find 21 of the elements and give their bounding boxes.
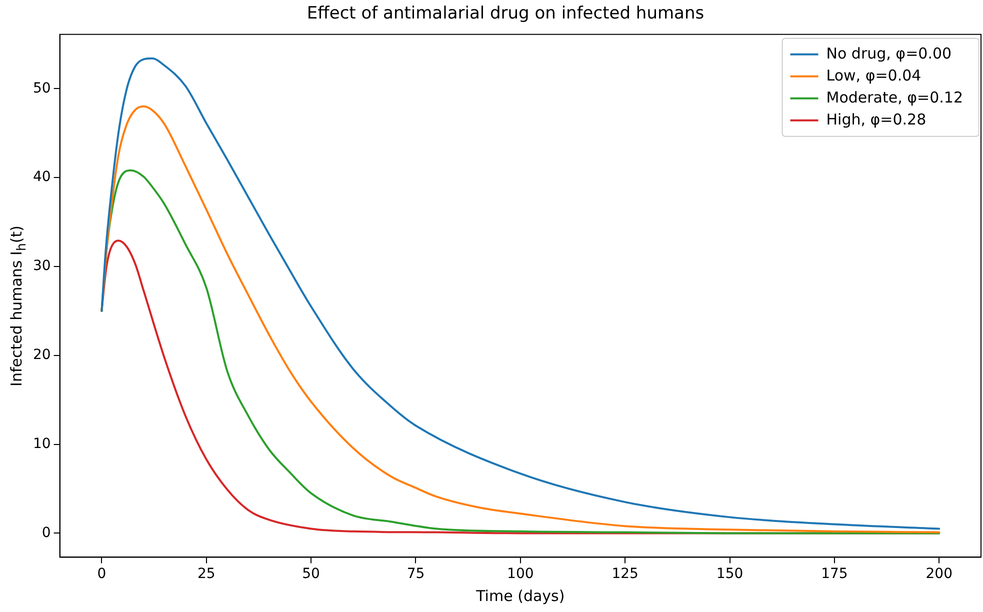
legend-label: High, φ=0.28 (826, 110, 926, 128)
x-tick-label: 75 (406, 566, 425, 582)
x-axis-title: Time (days) (475, 586, 565, 605)
x-tick-label: 175 (821, 566, 848, 582)
chart-title: Effect of antimalarial drug on infected humans (306, 4, 704, 24)
legend-label: No drug, φ=0.00 (826, 44, 952, 62)
y-tick-label: 50 (32, 80, 51, 96)
x-tick-label: 100 (507, 566, 534, 582)
x-tick-label: 25 (197, 566, 216, 582)
x-tick-label: 125 (612, 566, 638, 582)
x-tick-label: 200 (926, 566, 952, 582)
y-tick-label: 20 (32, 347, 51, 364)
legend-label: Low, φ=0.04 (826, 66, 922, 84)
x-tick-label: 50 (302, 566, 320, 582)
legend-label: Moderate, φ=0.12 (826, 88, 964, 106)
x-tick-label: 150 (716, 566, 744, 582)
y-tick-label: 10 (32, 436, 51, 452)
y-tick-label: 30 (32, 258, 51, 274)
y-tick-label: 40 (32, 169, 51, 186)
y-tick-label: 0 (42, 524, 51, 541)
x-tick-label: 0 (97, 566, 106, 582)
